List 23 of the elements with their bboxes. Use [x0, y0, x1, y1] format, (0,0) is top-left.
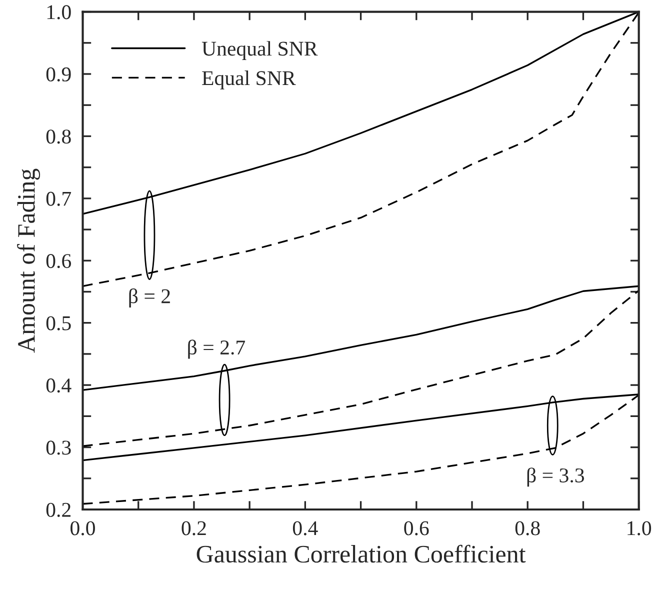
y-tick-label: 0.6	[46, 254, 72, 268]
y-tick-label: 0.4	[46, 378, 72, 393]
y-tick-label: 1.0	[47, 5, 71, 20]
annotation: β = 3.3	[527, 468, 584, 487]
y-tick-label: 0.5	[46, 316, 71, 330]
y-tick-label: 0.2	[46, 502, 70, 518]
annotation: β = 2	[129, 288, 170, 308]
x-axis-title: Gaussian Correlation Coefficient	[196, 544, 526, 563]
annotation: β = 2.7	[188, 340, 246, 359]
line-series	[82, 290, 639, 447]
x-tick-label: 0.8	[515, 521, 540, 536]
y-tick-label: 0.7	[46, 192, 72, 206]
legend-label: Equal SNR	[202, 70, 296, 90]
y-axis-title: Amount of Fading	[17, 168, 40, 353]
x-tick-label: 0.4	[292, 521, 318, 536]
y-tick-label: 0.8	[46, 130, 71, 144]
x-tick-label: 0.6	[404, 521, 429, 536]
x-tick-label: 0.0	[70, 521, 95, 536]
legend-label: Unequal SNR	[202, 41, 318, 60]
x-tick-label: 1.0	[628, 521, 652, 536]
y-tick-label: 0.3	[46, 440, 71, 455]
x-tick-label: 0.2	[182, 521, 206, 536]
y-tick-label: 0.9	[46, 67, 71, 82]
